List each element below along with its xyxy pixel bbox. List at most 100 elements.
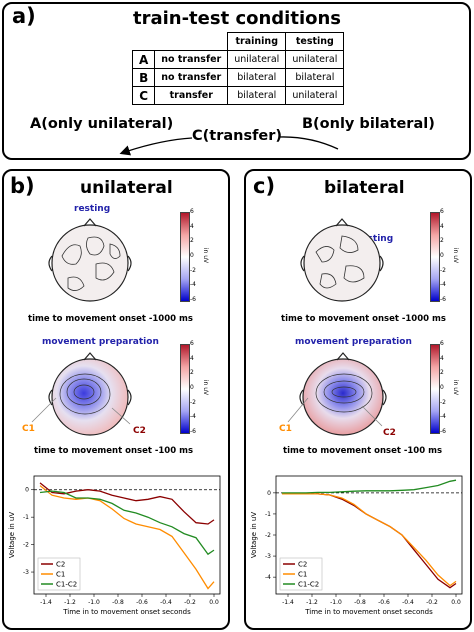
- panel-b: [2, 169, 230, 630]
- legend-label: C2: [56, 561, 65, 569]
- colorbar-tick-label: 2: [190, 369, 194, 377]
- x-tick-label: -0.8: [354, 599, 366, 606]
- conditions-table: training testing A no transfer unilatera…: [131, 32, 345, 105]
- panel-c-resting-caption: time to movement onset -1000 ms: [281, 314, 446, 324]
- flow-left: A(only unilateral): [30, 116, 174, 132]
- panel-a: [2, 2, 471, 160]
- panel-b-label: b): [10, 174, 35, 198]
- colorbar-unit-label: in uV: [452, 379, 460, 396]
- x-tick-label: -0.6: [378, 599, 390, 606]
- row-id: C: [131, 86, 156, 105]
- panel-b-c1-label: C1: [22, 424, 35, 434]
- panel-b-line-chart: -1.4 -1.2 -1.0 -0.8 -0.6 -0.4 -0.2 0.0 0 -1 -2 -3 Ti…: [8, 475, 221, 616]
- series-line-c2: [39, 482, 215, 525]
- panel-a-title: train-test conditions: [132, 8, 342, 29]
- series-line-c1: [39, 485, 215, 590]
- x-tick-label: -0.2: [184, 599, 196, 606]
- row-testing: unilateral: [285, 86, 345, 105]
- series-line-c1-c2: [282, 479, 457, 494]
- colorbar-tick-label: -2: [190, 398, 196, 406]
- colorbar-tick-label: 4: [440, 222, 444, 230]
- colorbar-tick-label: 4: [190, 222, 194, 230]
- colorbar-tick-label: 0: [190, 252, 194, 259]
- colorbar-tick-label: 0: [190, 384, 194, 391]
- x-tick-label: -1.2: [64, 599, 76, 606]
- panel-c-prep-colorbar: [430, 344, 440, 434]
- colorbar-tick-label: -2: [190, 266, 196, 274]
- x-tick-label: -1.4: [40, 599, 52, 606]
- x-axis-label: Time in to movement onset seconds: [304, 608, 433, 616]
- panel-b-c2-label: C2: [133, 426, 146, 436]
- legend-label: C1: [56, 571, 65, 579]
- x-tick-label: 0.0: [209, 599, 219, 606]
- colorbar-tick-label: 2: [440, 237, 444, 245]
- colorbar-unit-label: in uV: [452, 247, 460, 264]
- colorbar-tick-label: -6: [190, 428, 196, 435]
- x-tick-label: -1.0: [88, 599, 100, 606]
- series-line-c1-c2: [39, 490, 215, 556]
- y-tick-label: -3: [23, 569, 29, 576]
- panel-b-resting-topomap: [48, 218, 132, 302]
- colorbar-tick-label: -6: [440, 428, 446, 435]
- x-tick-label: -1.2: [306, 599, 318, 606]
- x-tick-label: -0.4: [160, 599, 172, 606]
- y-tick-label: 0: [25, 487, 29, 494]
- colorbar-tick-label: -2: [440, 398, 446, 406]
- table-row: A no transfer unilateral unilateral: [131, 50, 345, 69]
- x-tick-label: -0.2: [426, 599, 438, 606]
- panel-c-prep-caption: time to movement onset -100 ms: [283, 446, 443, 456]
- colorbar-tick-label: -6: [440, 296, 446, 303]
- x-tick-label: -0.4: [402, 599, 414, 606]
- colorbar-tick-label: 0: [440, 252, 444, 259]
- colorbar-tick-label: -4: [190, 281, 196, 289]
- arrow-c-to-a: [119, 137, 193, 156]
- colorbar-tick-label: 4: [440, 354, 444, 362]
- panel-c-resting-topomap: [300, 218, 384, 302]
- colorbar-tick-label: -4: [440, 413, 446, 421]
- legend-label: C1-C2: [298, 581, 319, 589]
- panel-b-c1-c2-pointers: [31, 397, 131, 425]
- y-tick-label: -2: [265, 532, 271, 539]
- panel-c-label: c): [253, 174, 276, 198]
- x-tick-label: -1.0: [330, 599, 342, 606]
- panel-c-prep-topomap: [299, 352, 387, 436]
- panel-b-resting-label: resting: [74, 204, 111, 214]
- colorbar-tick-label: 4: [190, 354, 194, 362]
- panel-c-title: bilateral: [324, 178, 405, 198]
- table-row: C transfer bilateral unilateral: [131, 86, 345, 105]
- colorbar-tick-label: -2: [440, 266, 446, 274]
- colorbar-tick-label: -6: [190, 296, 196, 303]
- colorbar-tick-label: 2: [190, 237, 194, 245]
- arrow-b-to-c: [278, 136, 339, 150]
- panel-b-title: unilateral: [80, 178, 173, 198]
- y-tick-label: -4: [265, 574, 271, 581]
- legend-label: C1: [298, 571, 307, 579]
- colorbar-tick-label: -4: [440, 281, 446, 289]
- colorbar-tick-label: 2: [440, 369, 444, 377]
- panel-c-resting-label: resting: [357, 234, 394, 244]
- x-tick-label: -0.8: [112, 599, 124, 606]
- colorbar-unit-label: in uV: [202, 247, 210, 264]
- x-axis-label: Time in to movement onset seconds: [62, 608, 191, 616]
- panel-b-prep-colorbar: [180, 344, 190, 434]
- panel-c-line-chart: -1.4 -1.2 -1.0 -0.8 -0.6 -0.4 -0.2 0.0 0 -1 -2 -3 -4…: [250, 475, 463, 616]
- y-tick-label: 0: [267, 490, 271, 497]
- x-tick-label: 0.0: [451, 599, 461, 606]
- colorbar-tick-label: 6: [190, 208, 194, 215]
- flow-right: B(only bilateral): [302, 116, 435, 132]
- y-tick-label: -2: [23, 542, 29, 549]
- plot-frame: [33, 475, 221, 595]
- colorbar-tick-label: 0: [440, 384, 444, 391]
- panel-b-prep-topomap: [48, 352, 132, 436]
- panel-c-resting-colorbar: [430, 212, 440, 302]
- y-tick-label: -1: [23, 514, 29, 521]
- panel-b-prep-caption: time to movement onset -100 ms: [34, 446, 194, 456]
- flow-arrows: [119, 136, 339, 156]
- y-axis-label: Voltage in uV: [250, 512, 258, 559]
- panel-c-c1-label: C1: [279, 424, 292, 434]
- flow-center: C(transfer): [192, 128, 283, 144]
- x-tick-label: -0.6: [136, 599, 148, 606]
- y-tick-label: -1: [265, 511, 271, 518]
- panel-c: [244, 169, 472, 630]
- panel-b-prep-label: movement preparation: [42, 337, 159, 347]
